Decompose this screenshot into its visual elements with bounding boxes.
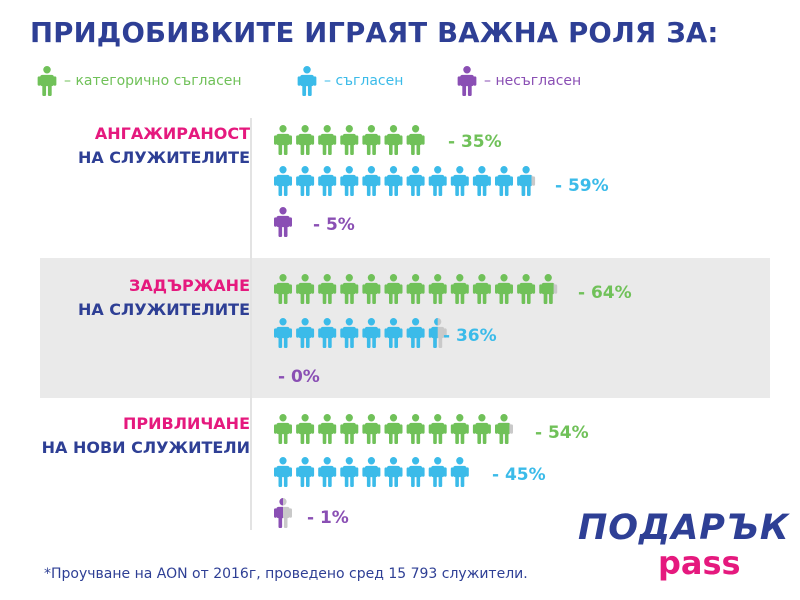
- logo-line1: ПОДАРЪК: [578, 508, 790, 548]
- person-icon: [318, 414, 337, 444]
- person-icon: [517, 274, 536, 304]
- person-icon: [450, 274, 469, 304]
- person-icon: [472, 414, 491, 444]
- person-icon: [274, 414, 292, 444]
- person-icon: [450, 414, 469, 444]
- person-icon: [340, 318, 359, 348]
- person-icon: [340, 414, 359, 444]
- person-icon: [362, 318, 381, 348]
- category-highlight: АНГАЖИРАНОСТ: [94, 124, 250, 143]
- person-icon: [384, 318, 403, 348]
- person-icon: [457, 66, 477, 96]
- person-icon: [406, 457, 425, 487]
- person-icon: [340, 125, 359, 155]
- person-icon: [406, 125, 425, 155]
- person-icon: [296, 414, 315, 444]
- row-band-retention: [40, 258, 770, 398]
- person-icon: [495, 274, 513, 304]
- category-rest: НА НОВИ СЛУЖИТЕЛИ: [41, 438, 250, 457]
- value-label: - 64%: [578, 283, 632, 303]
- person-icon: [428, 457, 447, 487]
- legend-label: – категорично съгласен: [64, 73, 242, 89]
- person-icon: [384, 414, 403, 444]
- category-label-retention: ЗАДЪРЖАНЕ НА СЛУЖИТЕЛИТЕ: [78, 274, 250, 322]
- person-icon: [318, 125, 337, 155]
- person-icon: [274, 207, 292, 237]
- person-icon: [274, 457, 292, 487]
- person-icon: [274, 498, 292, 528]
- person-icon: [384, 125, 403, 155]
- person-icon: [274, 125, 292, 155]
- person-icon: [406, 166, 425, 196]
- person-icon: [362, 274, 381, 304]
- person-icon: [318, 318, 337, 348]
- person-icon: [428, 274, 447, 304]
- person-icon: [37, 66, 57, 96]
- value-label: - 59%: [555, 176, 609, 196]
- person-icon: [362, 166, 381, 196]
- person-icon: [296, 166, 315, 196]
- legend-item-disagree: – несъгласен: [456, 66, 581, 96]
- person-icon: [340, 274, 359, 304]
- person-icon: [517, 166, 536, 196]
- person-icon: [274, 318, 292, 348]
- legend: – категорично съгласен – съгласен – несъ…: [0, 66, 800, 106]
- legend-label: – несъгласен: [484, 73, 582, 89]
- value-label: - 5%: [313, 215, 355, 235]
- person-icon: [384, 457, 403, 487]
- person-icon: [296, 457, 315, 487]
- person-icon: [428, 318, 447, 348]
- person-icon: [406, 274, 425, 304]
- person-icon: [318, 274, 337, 304]
- person-icon: [384, 166, 403, 196]
- category-rest: НА СЛУЖИТЕЛИТЕ: [77, 300, 250, 319]
- logo: ПОДАРЪК pass: [578, 508, 788, 582]
- person-icon: [296, 125, 315, 155]
- divider: [250, 118, 252, 530]
- person-icon: [318, 457, 337, 487]
- person-icon: [274, 166, 292, 196]
- category-rest: НА СЛУЖИТЕЛИТЕ: [77, 148, 250, 167]
- logo-line2: pass: [658, 544, 741, 582]
- person-icon: [406, 414, 425, 444]
- category-highlight: ПРИВЛИЧАНЕ: [122, 414, 250, 433]
- person-icon: [450, 457, 469, 487]
- person-icon: [539, 274, 558, 304]
- value-label: - 36%: [443, 326, 497, 346]
- value-label: - 1%: [307, 508, 349, 528]
- value-label: - 0%: [278, 367, 320, 387]
- person-icon: [406, 318, 425, 348]
- category-highlight: ЗАДЪРЖАНЕ: [128, 276, 250, 295]
- value-label: - 35%: [448, 132, 502, 152]
- value-label: - 54%: [535, 423, 589, 443]
- person-icon: [472, 274, 491, 304]
- legend-item-agree: – съгласен: [296, 66, 403, 96]
- person-icon: [428, 166, 447, 196]
- person-icon: [362, 125, 381, 155]
- person-icon: [472, 166, 491, 196]
- category-label-attraction: ПРИВЛИЧАНЕ НА НОВИ СЛУЖИТЕЛИ: [42, 412, 250, 460]
- person-icon: [297, 66, 317, 96]
- person-icon: [495, 166, 513, 196]
- legend-label: – съгласен: [324, 73, 404, 89]
- person-icon: [428, 414, 447, 444]
- person-icon: [384, 274, 403, 304]
- page-title: ПРИДОБИВКИТЕ ИГРАЯТ ВАЖНА РОЛЯ ЗА:: [30, 17, 719, 49]
- person-icon: [362, 414, 381, 444]
- footnote: *Проучване на AON от 2016г, проведено ср…: [44, 566, 528, 582]
- person-icon: [495, 414, 513, 444]
- person-icon: [274, 274, 292, 304]
- person-icon: [296, 274, 315, 304]
- person-icon: [450, 166, 469, 196]
- person-icon: [340, 457, 359, 487]
- person-icon: [362, 457, 381, 487]
- value-label: - 45%: [492, 465, 546, 485]
- legend-item-strongly-agree: – категорично съгласен: [36, 66, 242, 96]
- category-label-engagement: АНГАЖИРАНОСТ НА СЛУЖИТЕЛИТЕ: [78, 122, 250, 170]
- person-icon: [296, 318, 315, 348]
- person-icon: [318, 166, 337, 196]
- person-icon: [340, 166, 359, 196]
